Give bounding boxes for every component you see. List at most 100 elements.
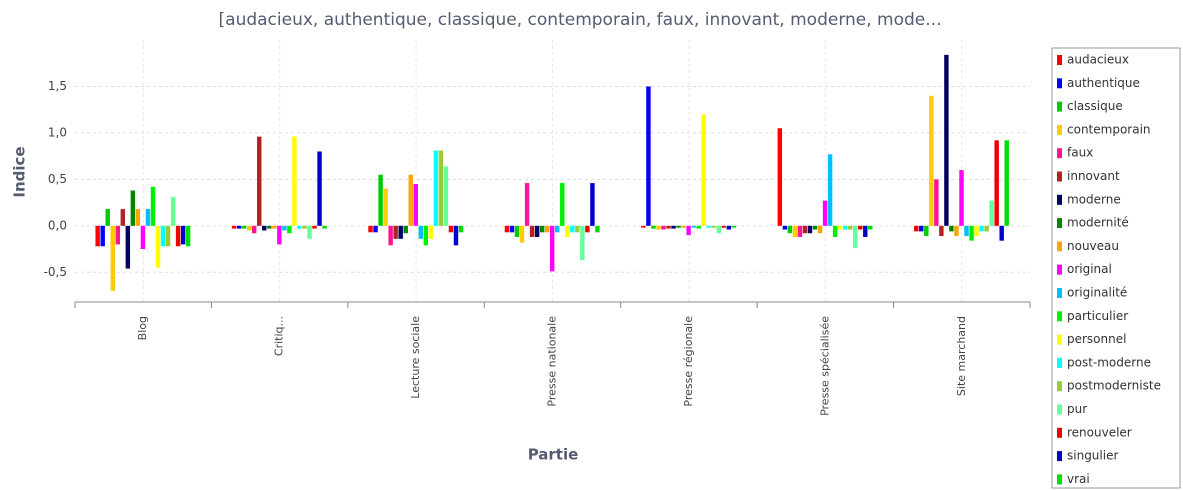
bar [433, 150, 439, 226]
bar [974, 225, 979, 237]
bar [448, 225, 454, 233]
bar [858, 225, 863, 230]
bar [691, 225, 696, 228]
legend-swatch [1057, 381, 1062, 392]
x-tick-label: Site marchand [955, 316, 968, 396]
legend-label: originalité [1067, 286, 1127, 300]
bar [847, 225, 853, 230]
legend-swatch [1057, 241, 1062, 252]
bar [822, 200, 828, 226]
bar [524, 183, 530, 226]
bar [914, 225, 919, 232]
bar [458, 225, 464, 233]
legend-label: post-moderne [1067, 355, 1151, 369]
bar [807, 225, 813, 234]
bar [731, 225, 737, 228]
legend-swatch [1057, 404, 1062, 415]
bar [292, 136, 297, 226]
bar [924, 225, 929, 237]
bar [651, 225, 656, 229]
bar [423, 225, 429, 246]
legend-swatch [1057, 474, 1062, 485]
legend-swatch [1057, 451, 1062, 462]
legend-label: singulier [1067, 449, 1118, 463]
bar [726, 225, 732, 230]
bar [312, 225, 317, 229]
bar [777, 128, 783, 226]
bar [832, 225, 838, 237]
bar [555, 225, 560, 233]
bar [140, 225, 146, 250]
y-axis-label: Indice [11, 146, 29, 197]
x-axis-label: Partie [528, 446, 579, 464]
x-tick-label: Lecture sociale [409, 316, 422, 399]
bar [246, 225, 252, 231]
y-tick-label: 1,5 [48, 79, 67, 93]
bar [661, 225, 666, 230]
bar [641, 225, 646, 228]
legend-swatch [1057, 311, 1062, 322]
bar [297, 225, 302, 229]
bar [322, 225, 327, 229]
y-tick-label: 0,5 [48, 172, 67, 186]
bar [160, 225, 166, 247]
chart-title: [audacieux, authentique, classique, cont… [219, 10, 942, 30]
bar [681, 225, 686, 228]
bar [721, 225, 727, 228]
legend-label: faux [1067, 146, 1093, 160]
bar [585, 225, 590, 233]
bar [837, 225, 843, 230]
bar [302, 225, 307, 229]
bar [539, 225, 545, 233]
legend-swatch [1057, 101, 1062, 112]
bar [282, 225, 287, 231]
bar [418, 225, 424, 239]
bar [842, 225, 848, 230]
bar [666, 225, 671, 229]
legend-label: particulier [1067, 309, 1128, 323]
legend-label: postmoderniste [1067, 379, 1161, 393]
bar [267, 225, 272, 229]
legend-label: modernité [1067, 216, 1129, 230]
bar [272, 225, 277, 229]
x-tick-label: Presse régionale [682, 316, 695, 407]
bar [580, 225, 585, 261]
legend-swatch [1057, 334, 1062, 345]
x-tick-label: Presse nationale [546, 316, 559, 407]
x-tick-label: Critiq... [273, 316, 286, 356]
bar [575, 225, 580, 233]
bar [817, 225, 823, 234]
bar [1004, 140, 1009, 226]
bar [999, 225, 1004, 241]
bar [438, 150, 444, 226]
bar [787, 225, 793, 234]
y-tick-label: 0,0 [48, 218, 67, 232]
bar [944, 54, 949, 226]
bar [812, 225, 818, 230]
bar [929, 95, 934, 226]
bar [368, 225, 373, 233]
bar [994, 140, 999, 226]
bar [150, 186, 156, 226]
bar [549, 225, 555, 272]
legend-swatch [1057, 218, 1062, 229]
bar [863, 225, 868, 237]
legend-swatch [1057, 55, 1062, 65]
bar [949, 225, 954, 232]
bar [378, 174, 383, 226]
bar [646, 86, 651, 226]
bar [257, 136, 262, 226]
bar [570, 225, 575, 233]
bar [120, 209, 126, 226]
bar [827, 154, 833, 226]
bar [180, 225, 186, 245]
bar [919, 225, 924, 232]
legend-label: audacieux [1067, 53, 1129, 67]
bar [964, 225, 969, 237]
bar [403, 225, 408, 234]
legend-swatch [1057, 288, 1062, 298]
bar [175, 225, 181, 247]
bar [656, 225, 661, 230]
bar [388, 225, 393, 246]
